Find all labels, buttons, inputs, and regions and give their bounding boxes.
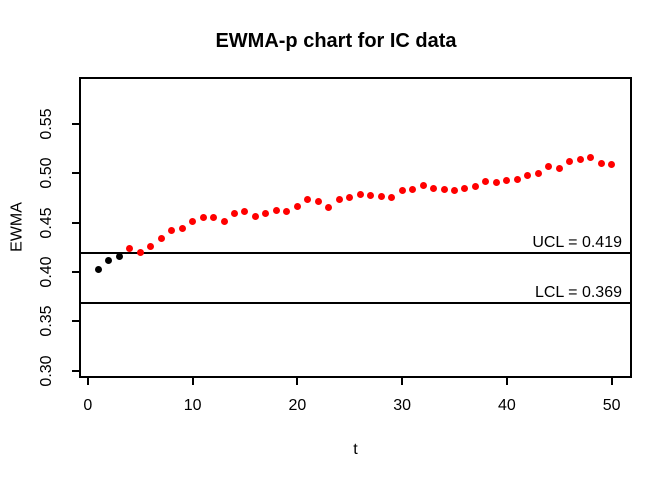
data-point xyxy=(576,156,584,163)
ucl-label: UCL = 0.419 xyxy=(532,234,622,252)
y-axis-tick xyxy=(72,122,79,125)
data-point xyxy=(178,225,186,233)
data-point xyxy=(168,227,176,235)
data-point xyxy=(272,207,280,215)
data-point xyxy=(115,252,123,260)
data-point xyxy=(251,213,259,221)
x-axis-label: t xyxy=(353,441,358,458)
x-axis-tick xyxy=(401,378,404,385)
data-point xyxy=(241,208,249,216)
data-point xyxy=(304,196,312,204)
data-point xyxy=(440,185,448,193)
lcl-line xyxy=(80,301,631,304)
y-axis-tick xyxy=(72,369,79,372)
x-axis-tick-label: 20 xyxy=(288,397,307,414)
data-point xyxy=(597,159,605,167)
data-point xyxy=(566,157,574,165)
data-point xyxy=(346,193,354,201)
data-point xyxy=(608,160,616,168)
x-axis-tick-label: 0 xyxy=(83,397,93,414)
x-axis-tick xyxy=(296,378,299,385)
y-axis-tick-label: 0.35 xyxy=(38,305,55,337)
data-point xyxy=(293,203,301,211)
data-point xyxy=(430,184,438,192)
data-point xyxy=(367,191,375,199)
data-point xyxy=(94,265,102,273)
data-point xyxy=(189,218,197,226)
y-axis-tick xyxy=(72,320,79,323)
data-point xyxy=(545,162,553,170)
data-point xyxy=(105,256,113,264)
data-point xyxy=(461,184,469,192)
x-axis-tick xyxy=(505,378,508,385)
data-point xyxy=(231,210,238,218)
data-point xyxy=(283,208,291,216)
data-point xyxy=(220,218,228,226)
data-point xyxy=(314,198,322,206)
data-point xyxy=(471,182,479,190)
data-point xyxy=(524,171,532,179)
data-point xyxy=(587,154,595,162)
data-point xyxy=(325,204,333,212)
data-point xyxy=(157,234,165,242)
data-point xyxy=(534,169,542,177)
x-axis-tick-label: 50 xyxy=(602,397,621,414)
data-point xyxy=(126,244,134,252)
data-point xyxy=(409,185,417,193)
ucl-line xyxy=(80,252,631,255)
y-axis-tick xyxy=(72,172,79,175)
data-point xyxy=(147,242,155,250)
data-point xyxy=(356,190,364,198)
data-point xyxy=(555,164,563,172)
y-axis-tick-label: 0.50 xyxy=(38,157,55,189)
x-axis-tick xyxy=(191,378,194,385)
chart-title: EWMA-p chart for IC data xyxy=(215,30,457,52)
y-axis-tick-label: 0.45 xyxy=(38,207,55,239)
data-point xyxy=(482,177,490,185)
data-point xyxy=(136,248,144,256)
x-axis-tick-label: 40 xyxy=(497,397,516,414)
y-axis-tick xyxy=(72,271,79,273)
lcl-label: LCL = 0.369 xyxy=(534,283,622,301)
x-axis-tick-label: 30 xyxy=(393,397,411,414)
data-point xyxy=(503,176,511,184)
x-axis-tick-label: 10 xyxy=(183,397,202,414)
x-axis-tick xyxy=(86,378,89,385)
y-axis-tick-label: 0.55 xyxy=(38,108,55,140)
y-axis-tick-label: 0.30 xyxy=(38,355,55,387)
data-point xyxy=(388,193,396,201)
data-point xyxy=(210,214,218,222)
x-axis-tick xyxy=(610,378,613,385)
y-axis-tick-label: 0.40 xyxy=(38,256,55,288)
data-point xyxy=(335,196,343,204)
data-point xyxy=(419,181,427,189)
y-axis-tick xyxy=(72,221,79,224)
data-point xyxy=(398,186,406,194)
data-point xyxy=(513,175,521,183)
data-point xyxy=(377,192,385,200)
data-point xyxy=(492,178,500,186)
data-point xyxy=(199,214,207,222)
y-axis-label: EWMA xyxy=(8,202,26,252)
plot-box xyxy=(79,77,632,378)
data-point xyxy=(262,210,270,218)
data-point xyxy=(450,186,458,194)
